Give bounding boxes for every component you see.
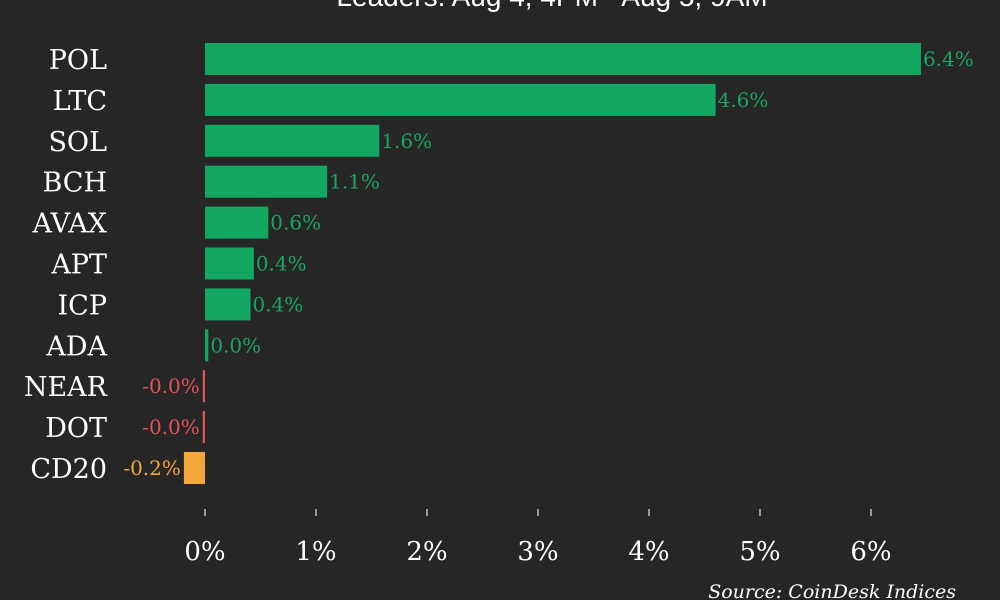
bar-cd20 (183, 452, 205, 484)
x-tick-label: 4% (628, 537, 669, 567)
bar-apt (205, 247, 254, 280)
value-label-apt: 0.4% (256, 252, 307, 276)
value-label-ada: 0.0% (210, 333, 261, 357)
bar-bch (205, 165, 328, 198)
category-label-pol: POL (49, 45, 107, 76)
category-label-dot: DOT (45, 413, 107, 444)
category-label-near: NEAR (24, 372, 108, 403)
value-label-ltc: 4.6% (718, 88, 769, 112)
category-label-cd20: CD20 (30, 454, 107, 485)
bar-dot (202, 411, 205, 444)
x-tick-label: 5% (739, 537, 780, 567)
value-label-avax: 0.6% (270, 211, 321, 235)
category-label-ltc: LTC (53, 86, 107, 117)
category-labels: POL LTC SOL BCH AVAX APT ICP ADA NEAR DOT CD20 (24, 45, 108, 485)
chart-title: Leaders: Aug 4, 4PM - Aug 5, 9AM (336, 0, 767, 12)
x-tick-label: 1% (295, 537, 336, 567)
value-label-cd20: -0.2% (123, 456, 181, 480)
value-label-bch: 1.1% (329, 170, 380, 194)
category-label-apt: APT (50, 250, 107, 281)
value-labels: 6.4% 4.6% 1.6%1.1% 0.6% 0.4% 0.4% 0.0% -0.0% -0.… (123, 47, 973, 480)
bar-ada (205, 329, 209, 362)
value-label-near: -0.0% (142, 374, 200, 398)
bar-avax (205, 206, 269, 239)
x-axis: 0% 1% 2% 3% 4% 5% 6% (184, 509, 892, 567)
category-label-sol: SOL (48, 127, 107, 158)
value-label-dot: -0.0% (142, 415, 200, 439)
category-label-bch: BCH (42, 168, 107, 199)
bar-pol (205, 43, 921, 75)
x-tick-label: 6% (850, 537, 891, 567)
bar-icp (205, 288, 251, 321)
bar-ltc (205, 83, 716, 116)
value-label-sol: 1.6% (381, 129, 432, 153)
source-note: Source: CoinDesk Indices (708, 581, 956, 600)
category-label-ada: ADA (45, 331, 107, 362)
value-label-pol: 6.4% (923, 47, 974, 71)
x-tick-label: 0% (184, 537, 225, 567)
bar-near (202, 370, 205, 403)
category-label-icp: ICP (58, 290, 108, 321)
x-tick-label: 2% (406, 537, 447, 567)
bar-sol (205, 124, 380, 157)
x-tick-label: 3% (517, 537, 558, 567)
category-label-avax: AVAX (31, 209, 107, 240)
bars-layer (183, 43, 921, 484)
value-label-icp: 0.4% (253, 292, 304, 316)
